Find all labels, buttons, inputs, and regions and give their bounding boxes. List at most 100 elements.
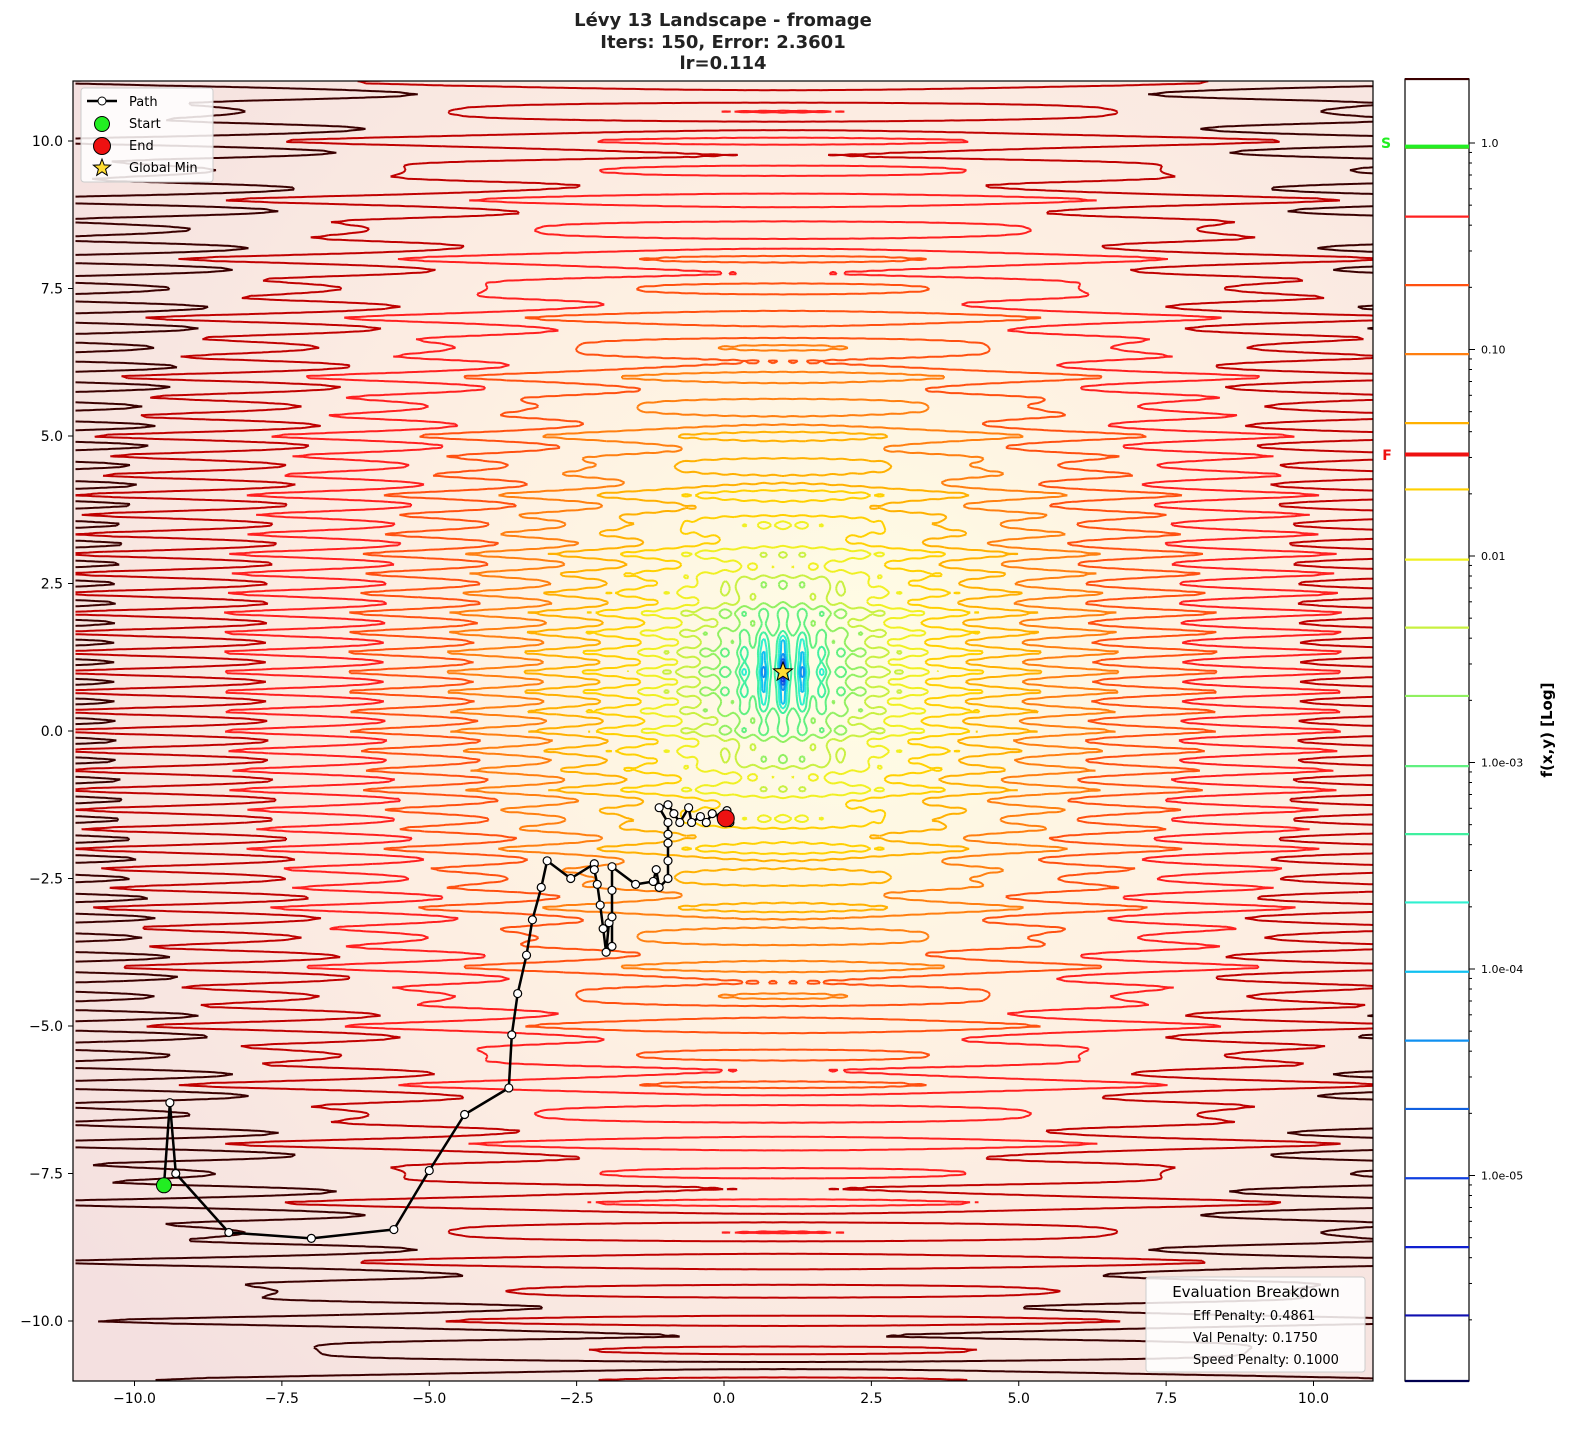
y-tick-label: 7.5 — [41, 282, 63, 298]
path-point — [598, 924, 608, 934]
speed-penalty: Speed Penalty: 0.1000 — [1193, 1353, 1339, 1368]
path-point — [607, 862, 617, 872]
path-point — [460, 1109, 470, 1120]
path-point — [595, 900, 605, 910]
x-tick-label: −2.5 — [560, 1391, 594, 1407]
contour-level-6 — [581, 488, 985, 856]
path-point — [707, 808, 717, 819]
path-point — [389, 1224, 399, 1235]
colorbar: 1.0 0.10 0.01 1.0e-03 1.0e-04 1.0e-05 S F f(x… — [1381, 77, 1556, 1383]
path-point — [663, 817, 673, 828]
x-tick-label: −10.0 — [113, 1391, 156, 1407]
title-line-2: Iters: 150, Error: 2.3601 — [600, 31, 846, 53]
evaluation-breakdown: Evaluation Breakdown Eff Penalty: 0.4861… — [1145, 1276, 1366, 1373]
path-point — [663, 873, 673, 884]
global-min-star — [772, 660, 794, 682]
contour-level-4 — [446, 344, 1120, 1001]
path-point — [536, 882, 546, 892]
path-point — [165, 1098, 175, 1108]
path-point — [684, 803, 694, 813]
x-tick-label: −5.0 — [412, 1391, 446, 1407]
legend-start-icon — [94, 116, 110, 132]
path-point — [607, 912, 617, 922]
colorbar-start-marker: S — [1381, 136, 1391, 152]
legend-path-label: Path — [129, 95, 158, 110]
x-tick-label: 10.0 — [1298, 1391, 1329, 1407]
colorbar-tick-label: 1.0e-03 — [1481, 757, 1523, 770]
path-point — [424, 1165, 434, 1176]
plot-background — [73, 81, 1373, 1381]
y-tick-label: 10.0 — [32, 134, 63, 150]
colorbar-tick-label: 1.0e-04 — [1481, 963, 1523, 976]
path-point — [648, 876, 658, 887]
x-tick-label: 5.0 — [1008, 1391, 1030, 1407]
colorbar-final-marker: F — [1382, 448, 1392, 464]
path-point — [566, 873, 576, 884]
path-point — [663, 856, 673, 866]
eff-penalty: Eff Penalty: 0.4861 — [1193, 1309, 1315, 1324]
contour-level-3 — [348, 254, 1218, 1090]
path-point — [607, 941, 617, 951]
path-point — [592, 879, 602, 890]
path-point — [663, 800, 673, 810]
contour-level-5 — [523, 430, 1043, 914]
path-point — [306, 1233, 316, 1244]
colorbar-tick-label: 1.0e-05 — [1481, 1170, 1523, 1183]
path-point — [663, 829, 673, 839]
contour-level-2 — [223, 109, 1342, 1235]
path-point — [513, 988, 523, 999]
path-point — [630, 879, 641, 890]
end-marker — [716, 809, 735, 828]
path-point — [654, 803, 664, 813]
legend-path-marker-icon — [97, 96, 107, 106]
legend-start-label: Start — [129, 117, 161, 132]
x-tick-label: 7.5 — [1155, 1391, 1177, 1407]
title-line-3: lr=0.114 — [679, 53, 767, 74]
y-tick-label: −2.5 — [29, 872, 63, 888]
contour-level-1 — [75, 81, 1373, 1381]
y-tick-label: −10.0 — [20, 1314, 63, 1330]
contour-level-12 — [741, 634, 825, 710]
y-tick-label: 5.0 — [41, 429, 63, 445]
colorbar-tick-label: 0.01 — [1481, 550, 1506, 563]
optimizer-path — [155, 660, 794, 1244]
path-point — [695, 811, 706, 822]
legend-end-icon — [93, 137, 111, 155]
x-tick-label: −7.5 — [265, 1391, 299, 1407]
y-tick-label: −7.5 — [29, 1167, 63, 1183]
path-point — [589, 865, 599, 875]
colorbar-label: f(x,y) [Log] — [1538, 683, 1556, 778]
path-point — [224, 1227, 234, 1238]
path-point — [542, 856, 552, 866]
start-marker — [155, 1177, 172, 1194]
path-point — [171, 1168, 181, 1179]
contour-level-0 — [75, 81, 1373, 1381]
legend-star-icon — [92, 157, 112, 177]
val-penalty: Val Penalty: 0.1750 — [1193, 1331, 1318, 1346]
path-point — [675, 817, 685, 828]
y-tick-label: 2.5 — [41, 577, 63, 593]
x-tick-label: 2.5 — [860, 1391, 882, 1407]
title-line-1: Lévy 13 Landscape - fromage — [574, 10, 872, 31]
path-point — [663, 838, 673, 848]
path-point — [507, 1030, 517, 1040]
y-tick-label: −5.0 — [29, 1019, 63, 1035]
path-point — [651, 865, 661, 875]
chart-title: Lévy 13 Landscape - fromage Iters: 150, … — [0, 10, 1446, 75]
contour-level-11 — [738, 630, 828, 714]
y-tick-label: 0.0 — [41, 724, 63, 740]
path-point — [504, 1083, 514, 1093]
colorbar-tick-label: 0.10 — [1481, 344, 1506, 357]
contour-level-7 — [626, 520, 939, 824]
contour-level-9 — [698, 579, 868, 765]
path-point — [686, 817, 697, 828]
x-axis: −10.0 −7.5 −5.0 −2.5 0.0 2.5 5.0 7.5 10.0 — [113, 1381, 1329, 1407]
path-point — [654, 882, 664, 892]
path-point — [601, 947, 611, 957]
legend: Path Start End Global Min — [80, 87, 214, 183]
contour-lines — [75, 81, 1373, 1381]
path-point — [527, 915, 538, 925]
path-point — [701, 817, 711, 828]
path-point — [607, 885, 617, 895]
